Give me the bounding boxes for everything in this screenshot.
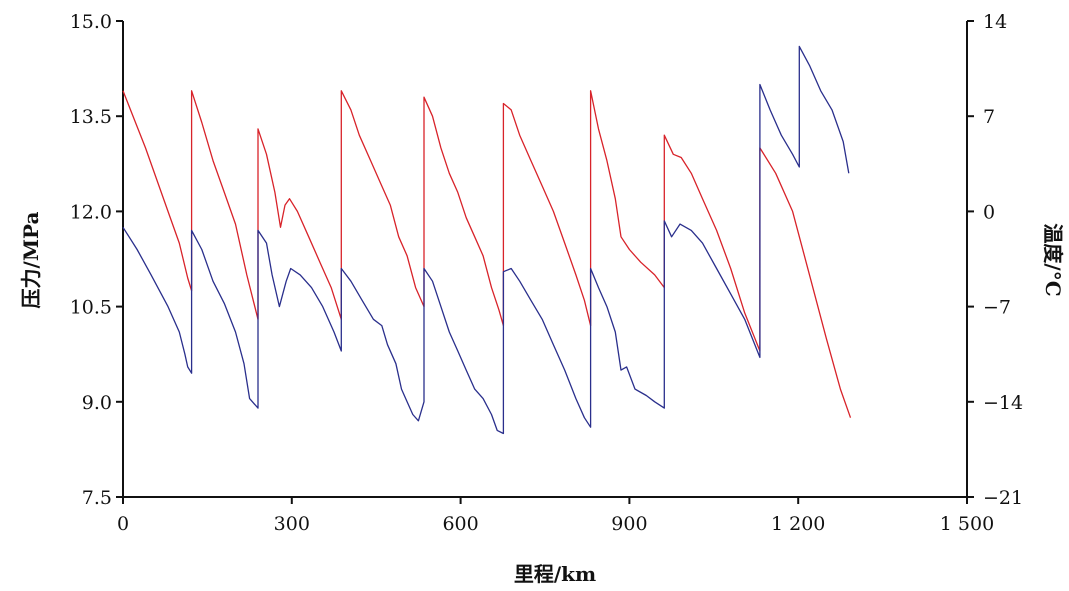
x-tick-label: 1 500 [940,513,994,535]
x-tick-label: 600 [442,513,478,535]
y-left-tick-label: 15.0 [70,11,112,33]
y-left-tick-label: 13.5 [70,106,112,128]
y-left-tick-label: 10.5 [70,297,112,319]
x-axis-title: 里程/km [514,562,596,586]
y-right-tick-label: −21 [983,487,1023,509]
series-line-1 [122,90,852,418]
y-right-axis-title: 温度/°C [1041,223,1065,296]
y-left-tick-label: 12.0 [70,201,112,223]
y-right-tick-label: −14 [983,392,1023,414]
x-tick-label: 900 [611,513,647,535]
series [122,45,852,435]
ticks: 0 300 600 900 1 200 1 500 7.5 9.0 10.5 12.0 13.5 15… [70,11,1023,535]
y-left-axis-title: 压力/MPa [19,212,43,309]
y-right-tick-label: 7 [983,106,995,128]
x-tick-label: 0 [117,513,129,535]
axes [122,21,968,498]
y-left-tick-label: 9.0 [82,392,112,414]
y-right-tick-label: 14 [983,11,1007,33]
x-tick-label: 300 [274,513,310,535]
series-line-2 [122,45,850,435]
y-left-tick-label: 7.5 [82,487,112,509]
x-tick-label: 1 200 [771,513,825,535]
y-right-tick-label: −7 [983,297,1011,319]
y-right-tick-label: 0 [983,201,995,223]
